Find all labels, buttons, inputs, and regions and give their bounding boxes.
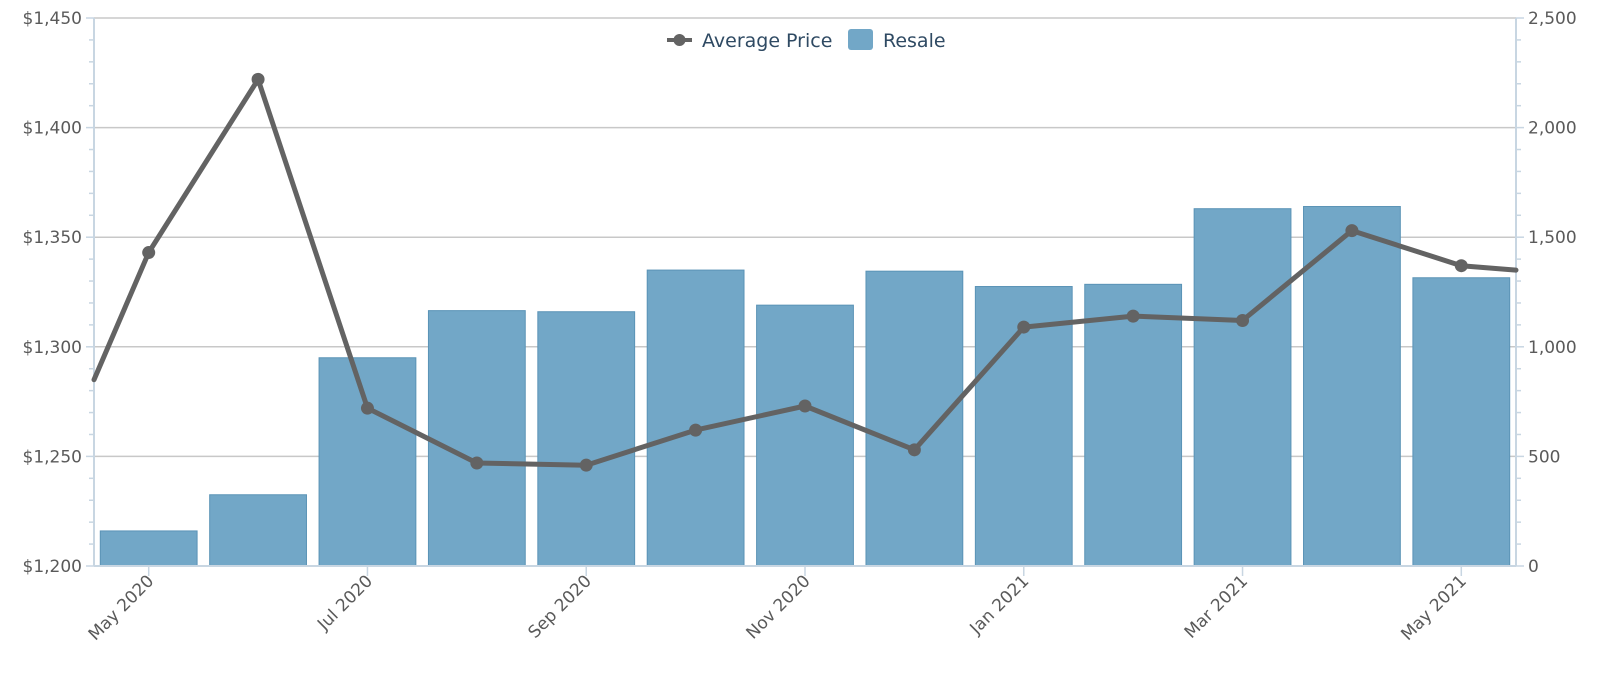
x-tick-label: May 2021 xyxy=(1397,571,1470,644)
average-price-point xyxy=(1236,313,1250,327)
legend-item-average-price[interactable]: Average Price xyxy=(667,30,832,52)
x-tick-label: Nov 2020 xyxy=(743,571,815,643)
legend: Average Price Resale xyxy=(667,29,946,52)
x-tick-label: May 2020 xyxy=(85,571,158,644)
x-tick-label: Jul 2020 xyxy=(313,571,377,635)
average-price-point xyxy=(1345,224,1359,238)
average-price-point xyxy=(1126,309,1140,323)
bar-resale xyxy=(646,269,745,567)
y-left-tick-label: $1,350 xyxy=(23,228,82,248)
y-left-tick-label: $1,200 xyxy=(23,557,82,577)
bar-resale xyxy=(209,494,307,567)
average-price-point xyxy=(798,399,812,413)
legend-label-resale: Resale xyxy=(883,30,946,52)
bar-resale xyxy=(865,270,964,567)
bar-resale xyxy=(1303,206,1401,567)
legend-item-resale[interactable]: Resale xyxy=(848,29,946,52)
legend-line-marker xyxy=(673,34,686,46)
average-price-point xyxy=(579,458,593,472)
y-right-tick-label: 500 xyxy=(1528,447,1560,467)
x-tick-label: Jan 2021 xyxy=(966,571,1034,639)
average-price-point xyxy=(1017,320,1031,334)
y-right-tick-label: 2,000 xyxy=(1528,119,1577,139)
y-left-tick-label: $1,400 xyxy=(23,119,82,139)
bar-resale xyxy=(537,311,636,567)
y-right-tick-label: 1,500 xyxy=(1528,228,1577,248)
y-right-tick-label: 0 xyxy=(1528,557,1539,577)
x-tick-label: Sep 2020 xyxy=(525,571,596,642)
y-left-tick-label: $1,450 xyxy=(23,9,82,29)
bar-resale xyxy=(318,357,417,567)
average-price-point xyxy=(142,246,156,260)
y-left-tick-label: $1,250 xyxy=(23,447,82,467)
bar-resale xyxy=(427,310,526,567)
y-right-tick-label: 1,000 xyxy=(1528,338,1577,358)
average-price-point xyxy=(251,72,265,86)
legend-label-average-price: Average Price xyxy=(702,30,832,52)
bar-resale xyxy=(99,530,198,567)
y-right-tick-label: 2,500 xyxy=(1528,9,1577,29)
y-left-tick-label: $1,300 xyxy=(23,338,82,358)
bar-resale xyxy=(1412,277,1511,567)
average-price-point xyxy=(907,443,921,457)
average-price-line xyxy=(91,72,1519,472)
average-price-point xyxy=(1454,259,1468,273)
average-price-point xyxy=(360,401,374,415)
average-price-point xyxy=(689,423,703,437)
resale-bars xyxy=(99,206,1511,567)
bar-resale xyxy=(1193,208,1292,567)
legend-bar-swatch xyxy=(848,29,873,50)
bar-resale xyxy=(1084,283,1183,567)
bar-resale xyxy=(756,304,854,567)
average-price-point xyxy=(470,456,484,470)
x-tick-label: Mar 2021 xyxy=(1181,571,1252,642)
